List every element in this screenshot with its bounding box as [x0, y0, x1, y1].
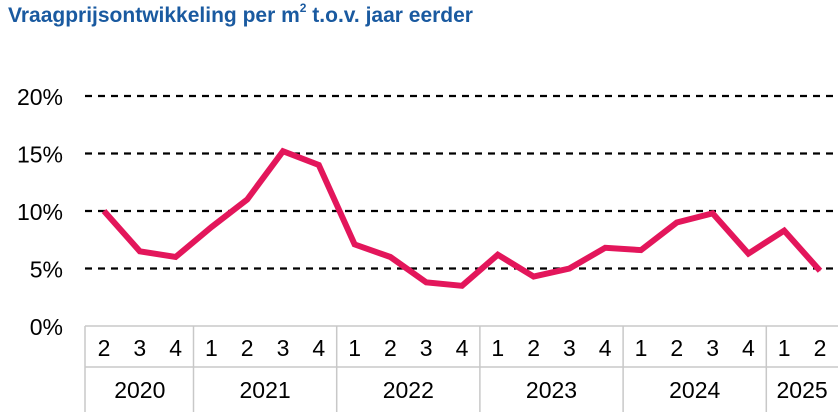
data-point	[533, 276, 535, 278]
x-tick-label: 3	[277, 335, 290, 361]
data-point	[604, 247, 606, 249]
x-tick-label: 2	[814, 335, 827, 361]
x-tick-label: 2	[241, 335, 254, 361]
data-point	[712, 212, 714, 214]
y-tick-label: 5%	[30, 257, 63, 283]
y-tick-label: 10%	[17, 199, 63, 225]
year-label: 2020	[114, 377, 165, 403]
year-label: 2022	[383, 377, 434, 403]
y-tick-label: 0%	[30, 314, 63, 340]
x-tick-label: 4	[312, 335, 325, 361]
y-tick-label: 20%	[17, 84, 63, 110]
y-tick-label: 15%	[17, 142, 63, 168]
x-tick-label: 2	[98, 335, 111, 361]
data-point	[354, 243, 356, 245]
data-point	[783, 230, 785, 232]
series-layer	[101, 147, 823, 289]
x-tick-label: 3	[563, 335, 576, 361]
x-tick-label: 1	[635, 335, 648, 361]
x-tick-label: 4	[169, 335, 182, 361]
x-tick-label: 3	[706, 335, 719, 361]
chart-title-suffix: t.o.v. jaar eerder	[306, 4, 473, 27]
year-label: 2023	[526, 377, 577, 403]
gridlines	[85, 94, 838, 270]
data-point	[819, 270, 821, 272]
x-tick-label: 4	[456, 335, 469, 361]
data-point	[139, 250, 141, 252]
data-point	[425, 281, 427, 283]
data-point	[640, 249, 642, 251]
data-point	[103, 210, 105, 212]
x-tick-label: 2	[384, 335, 397, 361]
y-axis-ticks: 0% 5% 10% 15% 20%	[17, 84, 63, 340]
x-tick-label: 1	[205, 335, 218, 361]
x-tick-label: 1	[778, 335, 791, 361]
data-point	[568, 268, 570, 269]
year-label: 2025	[777, 377, 828, 403]
data-point	[461, 285, 463, 287]
year-label: 2024	[669, 377, 720, 403]
x-tick-label: 3	[420, 335, 433, 361]
series-line	[101, 147, 823, 289]
x-tick-label: 1	[348, 335, 361, 361]
data-point	[497, 254, 499, 256]
x-tick-label: 4	[599, 335, 612, 361]
x-tick-label: 2	[670, 335, 683, 361]
data-point	[318, 164, 320, 166]
data-point	[175, 256, 177, 258]
data-point	[210, 226, 212, 228]
data-point	[676, 222, 678, 223]
x-tick-label: 4	[742, 335, 755, 361]
year-label: 2021	[240, 377, 291, 403]
data-point	[747, 253, 749, 255]
data-point	[389, 256, 391, 258]
chart-title-superscript: 2	[299, 1, 307, 15]
data-point	[282, 150, 284, 152]
data-point	[246, 199, 248, 200]
chart-title-main: Vraagprijsontwikkeling per m	[8, 4, 300, 27]
x-tick-label: 1	[491, 335, 504, 361]
x-tick-label: 3	[133, 335, 146, 361]
x-tick-label: 2	[527, 335, 540, 361]
chart-title: Vraagprijsontwikkeling per m2 t.o.v. jaa…	[8, 1, 473, 28]
